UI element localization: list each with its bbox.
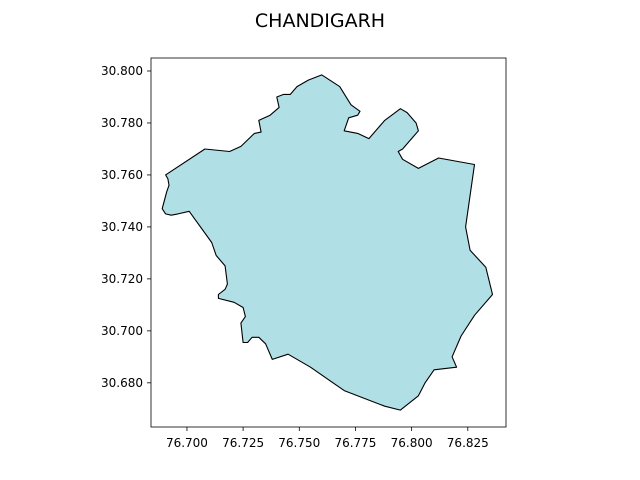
x-axis-ticks: 76.700 76.725 76.750 76.775 76.800 76.825 — [166, 427, 489, 450]
map-title: CHANDIGARH — [254, 10, 386, 32]
x-tick-label: 76.700 — [166, 436, 208, 450]
x-tick-label: 76.825 — [447, 436, 489, 450]
x-tick-label: 76.800 — [391, 436, 433, 450]
y-tick-label: 30.720 — [101, 272, 143, 286]
axes-frame — [150, 57, 507, 428]
y-tick-label: 30.800 — [101, 64, 143, 78]
y-tick-label: 30.780 — [101, 116, 143, 130]
y-tick-label: 30.740 — [101, 220, 143, 234]
chandigarh-boundary-polygon — [161, 74, 494, 411]
x-tick-label: 76.725 — [222, 436, 264, 450]
y-axis-ticks: 30.680 30.700 30.720 30.740 30.760 30.780 30.8… — [101, 64, 151, 390]
x-tick-label: 76.750 — [278, 436, 320, 450]
y-tick-label: 30.680 — [101, 376, 143, 390]
y-tick-label: 30.760 — [101, 168, 143, 182]
y-tick-label: 30.700 — [101, 324, 143, 338]
x-tick-label: 76.775 — [334, 436, 376, 450]
